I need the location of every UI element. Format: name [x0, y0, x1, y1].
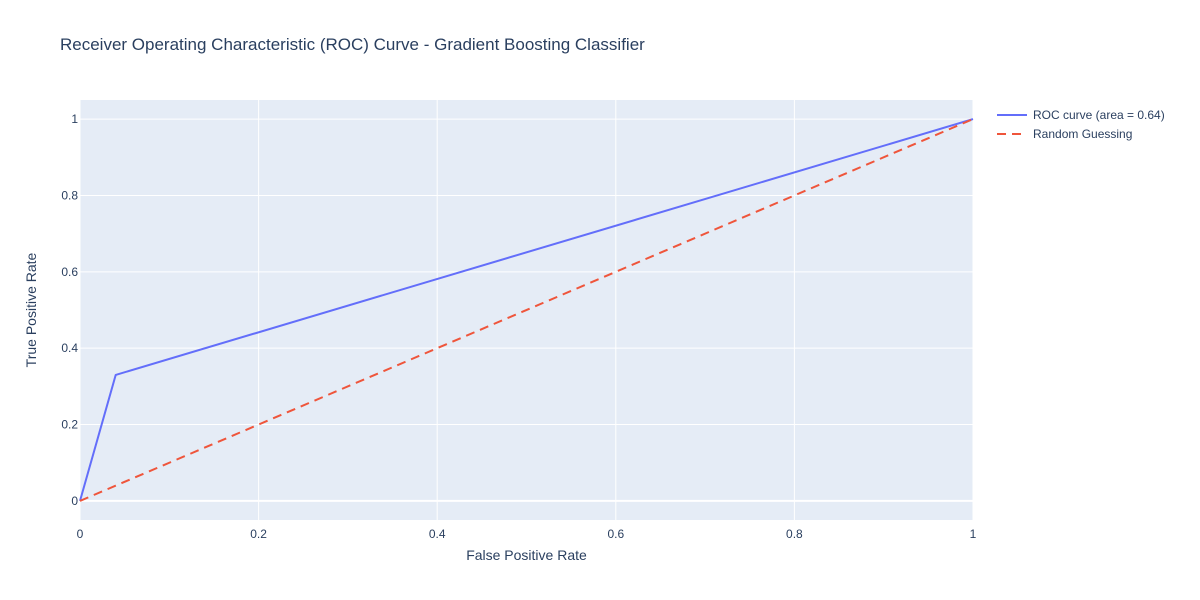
y-tick-label: 0 — [71, 494, 78, 508]
x-axis-ticks: 0 0.2 0.4 0.6 0.8 1 — [77, 527, 977, 541]
x-tick-label: 1 — [970, 527, 977, 541]
x-tick-label: 0.4 — [429, 527, 446, 541]
y-tick-label: 0.4 — [61, 341, 78, 355]
x-tick-label: 0.8 — [786, 527, 803, 541]
roc-curve-line — [79, 118, 974, 502]
y-tick-label: 0.8 — [61, 188, 78, 202]
random-guessing-line — [79, 118, 974, 502]
x-tick-label: 0.6 — [607, 527, 624, 541]
chart-title: Receiver Operating Characteristic (ROC) … — [60, 35, 645, 54]
y-axis-ticks: 0 0.2 0.4 0.6 0.8 1 — [61, 112, 78, 508]
y-tick-label: 1 — [71, 112, 78, 126]
series-lines — [79, 118, 974, 502]
x-tick-label: 0.2 — [250, 527, 267, 541]
legend-item-label: Random Guessing — [1033, 127, 1132, 141]
y-tick-label: 0.6 — [61, 265, 78, 279]
legend-item-label: ROC curve (area = 0.64) — [1033, 108, 1165, 122]
legend: ROC curve (area = 0.64) Random Guessing — [997, 108, 1165, 141]
grid-lines — [79, 100, 974, 520]
x-tick-label: 0 — [77, 527, 84, 541]
y-tick-label: 0.2 — [61, 418, 78, 432]
x-axis-title: False Positive Rate — [466, 547, 587, 563]
y-axis-title: True Positive Rate — [23, 252, 39, 367]
